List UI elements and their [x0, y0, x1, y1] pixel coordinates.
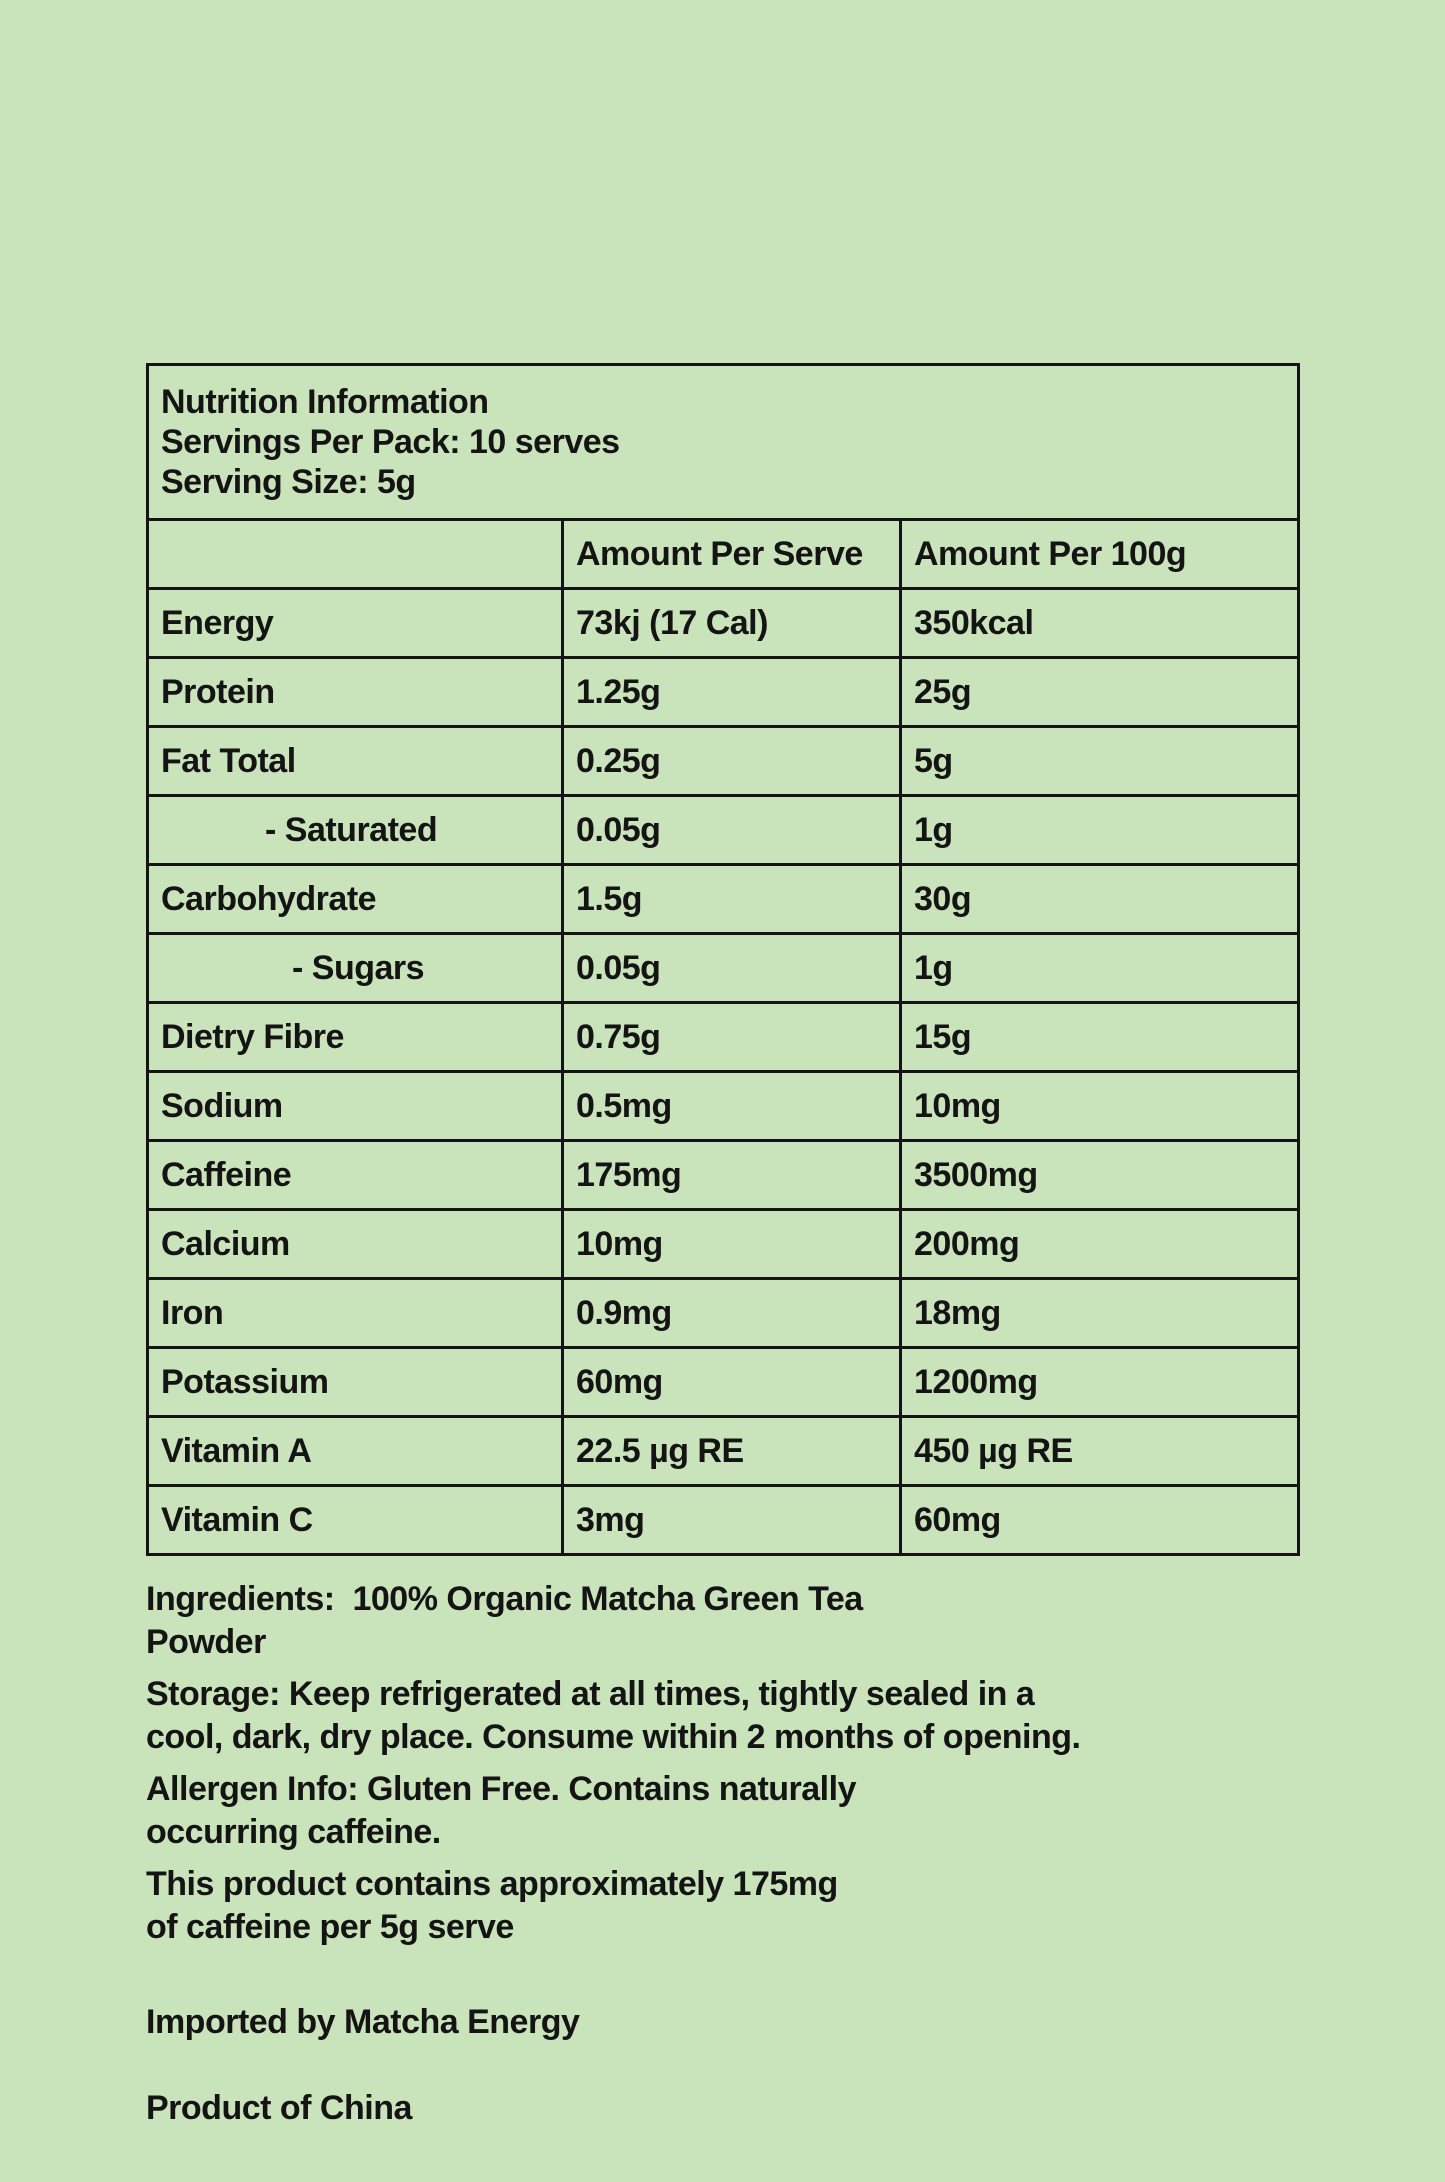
servings-per-pack: Servings Per Pack: 10 serves: [161, 423, 620, 461]
table-row: Sodium 0.5mg 10mg: [146, 1070, 1300, 1142]
table-row: Iron 0.9mg 18mg: [146, 1277, 1300, 1349]
row-value-per-100g: 350kcal: [899, 587, 1300, 659]
table-row: Dietry Fibre 0.75g 15g: [146, 1001, 1300, 1073]
table-row: Protein 1.25g 25g: [146, 656, 1300, 728]
table-row: Vitamin C 3mg 60mg: [146, 1484, 1300, 1556]
table-row: Fat Total 0.25g 5g: [146, 725, 1300, 797]
nutrition-rows: Energy 73kj (17 Cal) 350kcal Protein 1.25g 25…: [146, 587, 1300, 1556]
row-value-per-serve: 10mg: [561, 1208, 902, 1280]
row-value-per-100g: 15g: [899, 1001, 1300, 1073]
row-value-per-serve: 22.5 µg RE: [561, 1415, 902, 1487]
table-title-row: Nutrition Information Servings Per Pack:…: [146, 363, 1300, 521]
table-row: Potassium 60mg 1200mg: [146, 1346, 1300, 1418]
row-value-per-serve: 0.05g: [561, 932, 902, 1004]
table-row: Carbohydrate 1.5g 30g: [146, 863, 1300, 935]
table-row: - Sugars 0.05g 1g: [146, 932, 1300, 1004]
nutrition-table: Nutrition Information Servings Per Pack:…: [146, 363, 1300, 1556]
row-value-per-100g: 1g: [899, 932, 1300, 1004]
importer-block: Imported by Matcha Energy Product of Chi…: [146, 1958, 1300, 2173]
col-header-per-100g: Amount Per 100g: [899, 518, 1300, 590]
row-label: - Sugars: [146, 932, 564, 1004]
storage-text: Storage: Keep refrigerated at all times,…: [146, 1675, 1081, 1756]
row-label: Caffeine: [146, 1139, 564, 1211]
row-value-per-serve: 0.05g: [561, 794, 902, 866]
row-value-per-100g: 450 µg RE: [899, 1415, 1300, 1487]
caffeine-note-text: This product contains approximately 175m…: [146, 1865, 838, 1946]
row-value-per-serve: 73kj (17 Cal): [561, 587, 902, 659]
row-value-per-100g: 60mg: [899, 1484, 1300, 1556]
row-value-per-serve: 1.5g: [561, 863, 902, 935]
table-header-block: Nutrition Information Servings Per Pack:…: [146, 363, 1300, 521]
row-value-per-serve: 0.9mg: [561, 1277, 902, 1349]
row-label: Vitamin A: [146, 1415, 564, 1487]
row-label: Iron: [146, 1277, 564, 1349]
col-header-nutrient: [146, 518, 564, 590]
row-value-per-serve: 1.25g: [561, 656, 902, 728]
origin-text: Product of China: [146, 2089, 412, 2127]
ingredients-text: Ingredients: 100% Organic Matcha Green T…: [146, 1580, 863, 1661]
row-label: Sodium: [146, 1070, 564, 1142]
imported-by-text: Imported by Matcha Energy: [146, 2003, 580, 2041]
row-value-per-100g: 30g: [899, 863, 1300, 935]
row-label: Carbohydrate: [146, 863, 564, 935]
row-label: Vitamin C: [146, 1484, 564, 1556]
table-row: Calcium 10mg 200mg: [146, 1208, 1300, 1280]
table-row: Vitamin A 22.5 µg RE 450 µg RE: [146, 1415, 1300, 1487]
row-value-per-serve: 0.75g: [561, 1001, 902, 1073]
col-header-per-serve: Amount Per Serve: [561, 518, 902, 590]
row-value-per-serve: 0.25g: [561, 725, 902, 797]
row-label: Fat Total: [146, 725, 564, 797]
row-value-per-100g: 1g: [899, 794, 1300, 866]
allergen-text: Allergen Info: Gluten Free. Contains nat…: [146, 1770, 856, 1851]
row-label: Potassium: [146, 1346, 564, 1418]
row-value-per-serve: 0.5mg: [561, 1070, 902, 1142]
table-title: Nutrition Information: [161, 383, 489, 421]
column-header-row: Amount Per Serve Amount Per 100g: [146, 518, 1300, 590]
row-value-per-100g: 10mg: [899, 1070, 1300, 1142]
notes-section: Ingredients: 100% Organic Matcha Green T…: [146, 1578, 1300, 2173]
row-label: Energy: [146, 587, 564, 659]
row-value-per-100g: 5g: [899, 725, 1300, 797]
row-label: - Saturated: [146, 794, 564, 866]
row-value-per-100g: 18mg: [899, 1277, 1300, 1349]
table-row: Energy 73kj (17 Cal) 350kcal: [146, 587, 1300, 659]
row-value-per-100g: 1200mg: [899, 1346, 1300, 1418]
row-label: Protein: [146, 656, 564, 728]
row-value-per-100g: 25g: [899, 656, 1300, 728]
row-label: Dietry Fibre: [146, 1001, 564, 1073]
nutrition-label: Nutrition Information Servings Per Pack:…: [146, 363, 1300, 2182]
row-value-per-serve: 175mg: [561, 1139, 902, 1211]
row-value-per-serve: 3mg: [561, 1484, 902, 1556]
table-row: Caffeine 175mg 3500mg: [146, 1139, 1300, 1211]
row-value-per-serve: 60mg: [561, 1346, 902, 1418]
row-value-per-100g: 3500mg: [899, 1139, 1300, 1211]
table-row: - Saturated 0.05g 1g: [146, 794, 1300, 866]
row-label: Calcium: [146, 1208, 564, 1280]
serving-size: Serving Size: 5g: [161, 463, 416, 501]
row-value-per-100g: 200mg: [899, 1208, 1300, 1280]
